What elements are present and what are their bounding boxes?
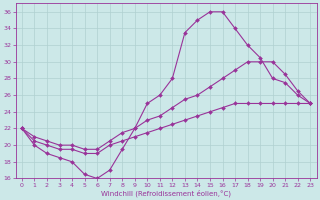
X-axis label: Windchill (Refroidissement éolien,°C): Windchill (Refroidissement éolien,°C) — [101, 189, 231, 197]
